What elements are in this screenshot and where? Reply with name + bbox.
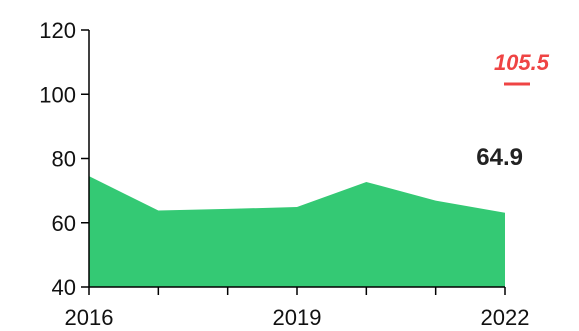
y-axis-ticks: 40 60 80 100 120 <box>39 18 89 300</box>
y-tick-label: 100 <box>39 82 76 107</box>
x-tick-label: 2019 <box>273 305 322 330</box>
annotations: 105.5 64.9 <box>476 50 549 171</box>
x-axis-ticks: 2016 2019 2022 <box>65 287 530 330</box>
y-tick-label: 120 <box>39 18 76 43</box>
y-tick-label: 80 <box>52 147 76 172</box>
y-tick-label: 40 <box>52 275 76 300</box>
area-series <box>89 176 505 287</box>
x-tick-label: 2016 <box>65 305 114 330</box>
current-value-label: 64.9 <box>476 144 523 171</box>
x-tick-label: 2022 <box>481 305 530 330</box>
target-value-label: 105.5 <box>494 50 550 75</box>
y-tick-label: 60 <box>52 211 76 236</box>
plot-area <box>89 176 505 287</box>
